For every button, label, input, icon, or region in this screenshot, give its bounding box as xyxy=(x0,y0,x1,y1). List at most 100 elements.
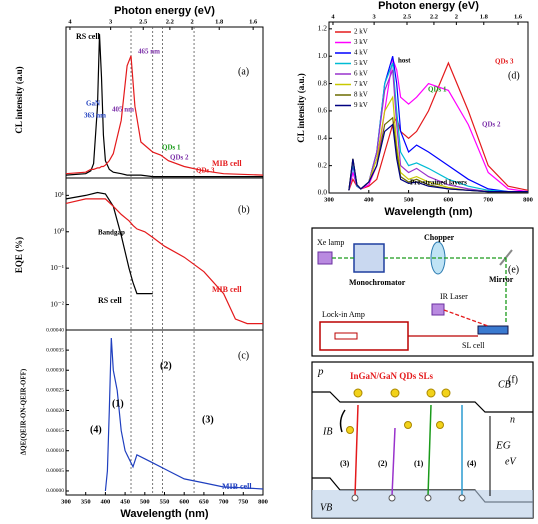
y-tick-label: 0.0 xyxy=(318,188,328,197)
y-tick-label: 1.0 xyxy=(318,51,328,60)
label: Chopper xyxy=(424,233,455,242)
plot-frame xyxy=(65,177,264,331)
annotation: GaN xyxy=(86,100,100,108)
series-label: MIB cell xyxy=(222,482,252,491)
x2-tick-label: 2 xyxy=(190,18,193,25)
y-tick-label: 10⁰ xyxy=(53,226,64,235)
y-tick-label: 0.00040 xyxy=(46,327,64,333)
label: Xe lamp xyxy=(317,238,344,247)
y-tick-label: 0.2 xyxy=(318,160,328,169)
x2-tick-label: 1.8 xyxy=(480,13,489,20)
hole xyxy=(388,494,396,502)
legend-label: 6 kV xyxy=(354,70,368,78)
x-tick-label: 700 xyxy=(483,196,493,203)
legend-label: 8 kV xyxy=(354,91,368,99)
x-tick-label: 800 xyxy=(523,196,533,203)
y-axis-title: CL intensity (a.u) xyxy=(14,66,24,133)
y-axis-title: CL intensity (a.u.) xyxy=(296,73,306,143)
plot-frame xyxy=(328,21,529,194)
label: IB xyxy=(322,426,332,437)
lockin-icon xyxy=(319,321,409,351)
electron xyxy=(426,388,436,398)
y-tick-label: 0.00010 xyxy=(46,448,64,454)
x-tick-label: 550 xyxy=(160,498,170,505)
electron xyxy=(346,426,354,434)
series-line xyxy=(65,191,153,295)
label: n xyxy=(510,414,515,425)
label: eV xyxy=(505,456,517,467)
x-tick-label: 500 xyxy=(140,498,150,505)
x2-tick-label: 4 xyxy=(331,13,335,20)
series-label: MIB cell xyxy=(212,159,242,168)
y-tick-label: 10¹ xyxy=(54,190,64,199)
annotation: QDs 2 xyxy=(482,121,501,129)
electron xyxy=(404,421,412,429)
y-tick-label: 0.00030 xyxy=(46,368,64,374)
electron xyxy=(390,388,400,398)
panel-label: (a) xyxy=(238,66,249,77)
label: SL cell xyxy=(462,341,485,350)
label: (4) xyxy=(467,459,477,468)
x-axis-title: Wavelength (nm) xyxy=(384,206,473,218)
x-axis-title: Wavelength (nm) xyxy=(120,508,209,520)
x2-tick-label: 4 xyxy=(68,18,72,25)
annotation: 363 nm xyxy=(84,112,106,120)
x2-tick-label: 3 xyxy=(109,18,113,25)
series-line xyxy=(348,62,528,193)
x-tick-label: 350 xyxy=(81,498,91,505)
label: Lock-in Amp xyxy=(322,310,365,319)
x-tick-label: 450 xyxy=(120,498,130,505)
series-line xyxy=(65,34,263,178)
x-tick-label: 600 xyxy=(444,196,454,203)
annotation: QDs 2 xyxy=(170,154,189,162)
monochromator-icon xyxy=(353,243,385,273)
annotation: QDs 3 xyxy=(196,167,215,175)
x2-tick-label: 2.5 xyxy=(403,13,412,20)
x-tick-label: 600 xyxy=(179,498,189,505)
annotation: 405 nm xyxy=(112,106,134,114)
lockin-display xyxy=(334,332,358,340)
series-line xyxy=(65,198,263,325)
series-label: RS cell xyxy=(98,296,123,305)
y-tick-label: 0.8 xyxy=(318,78,328,87)
label: IR Laser xyxy=(440,292,468,301)
annotation: QDs 1 xyxy=(428,86,447,94)
annotation: host xyxy=(398,57,411,65)
panel-label: (c) xyxy=(238,350,249,361)
annotation: (3) xyxy=(202,414,214,425)
legend-label: 7 kV xyxy=(354,80,368,88)
hole xyxy=(458,494,466,502)
annotation: Pre-strained layers xyxy=(410,179,467,187)
legend-label: 5 kV xyxy=(354,59,368,67)
panel-label: (b) xyxy=(238,204,250,215)
legend-label: 3 kV xyxy=(354,38,368,46)
electron xyxy=(441,388,451,398)
transition-arrow xyxy=(427,404,432,497)
vb-fill xyxy=(312,490,533,518)
x-tick-label: 300 xyxy=(61,498,71,505)
x2-axis-title: Photon energy (eV) xyxy=(114,5,215,17)
annotation: (2) xyxy=(160,360,172,371)
y-tick-label: 1.2 xyxy=(318,24,328,33)
x-tick-label: 650 xyxy=(199,498,209,505)
plot-frame xyxy=(65,329,264,496)
series-line xyxy=(65,55,264,176)
label: VB xyxy=(320,502,332,513)
label: Mirror xyxy=(489,275,514,284)
x2-axis-title: Photon energy (eV) xyxy=(378,0,479,12)
relax-arrow xyxy=(339,409,346,433)
hole xyxy=(424,494,432,502)
panel-frame xyxy=(311,227,534,357)
y-tick-label: 0.00035 xyxy=(46,347,64,353)
legend-label: 2 kV xyxy=(354,28,368,36)
x-tick-label: 800 xyxy=(258,498,268,505)
y-tick-label: 0.00020 xyxy=(46,408,64,414)
legend-label: 9 kV xyxy=(354,101,368,109)
series-line xyxy=(348,58,529,193)
x2-tick-label: 2.2 xyxy=(166,18,174,25)
electron xyxy=(353,388,363,398)
x2-tick-label: 1.8 xyxy=(215,18,224,25)
label: (1) xyxy=(414,459,424,468)
y-tick-label: 0.00005 xyxy=(46,468,64,474)
